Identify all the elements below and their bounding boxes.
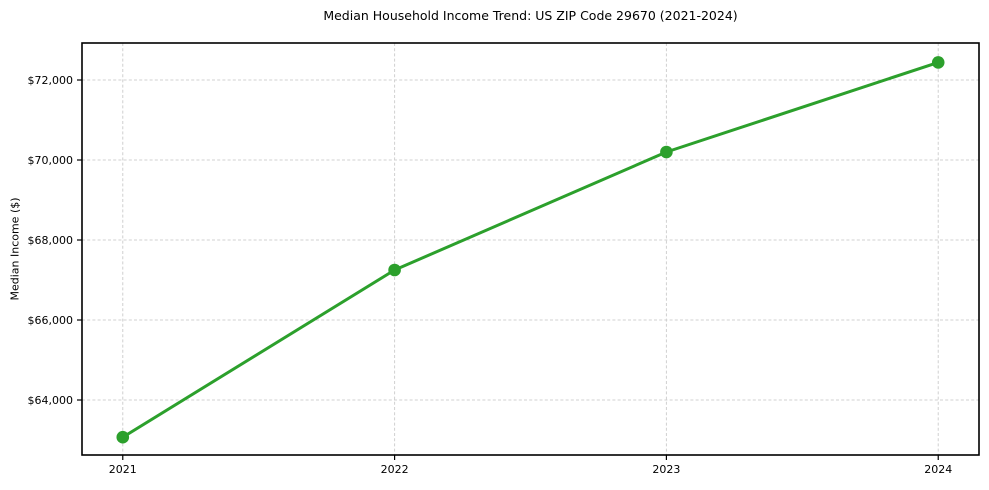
series-line bbox=[121, 60, 939, 439]
x-tick-label: 2022 bbox=[381, 463, 409, 476]
data-point-marker bbox=[116, 430, 130, 444]
y-tick-label: $68,000 bbox=[28, 234, 74, 247]
data-point-marker bbox=[660, 145, 673, 159]
y-tick-label: $66,000 bbox=[28, 314, 74, 327]
x-tick-label: 2024 bbox=[924, 463, 952, 476]
axes-spines bbox=[81, 42, 980, 456]
y-tick-label: $72,000 bbox=[28, 74, 74, 87]
data-point-marker bbox=[931, 56, 945, 69]
x-tick-label: 2021 bbox=[109, 463, 137, 476]
data-point-marker bbox=[388, 263, 401, 277]
chart-title: Median Household Income Trend: US ZIP Co… bbox=[323, 8, 738, 23]
y-tick-label: $64,000 bbox=[28, 394, 74, 407]
y-tick-label: $70,000 bbox=[28, 154, 74, 167]
x-tick-label: 2023 bbox=[652, 463, 680, 476]
